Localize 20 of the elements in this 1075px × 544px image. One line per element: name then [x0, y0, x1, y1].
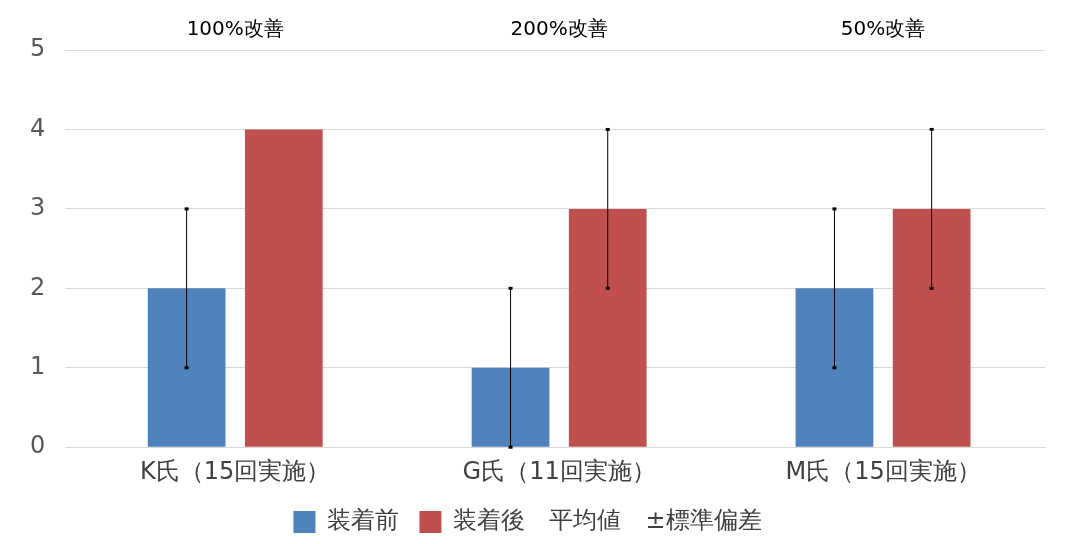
y-tick-label: 4 — [29, 113, 46, 142]
text: 200%改善 — [510, 16, 608, 41]
bar — [795, 288, 874, 447]
y-tick-label: 3 — [29, 193, 46, 222]
y-tick-label: 2 — [29, 272, 46, 301]
text: 50%改善 — [840, 16, 926, 41]
y-tick-label: 5 — [29, 34, 46, 63]
bar — [568, 208, 647, 447]
bar — [471, 367, 550, 447]
text: 100%改善 — [186, 16, 284, 41]
y-tick-label: 0 — [29, 431, 46, 460]
y-tick-label: 1 — [29, 351, 46, 380]
bar — [892, 208, 971, 447]
x-tick-label: K氏（15回実施） — [140, 456, 331, 485]
legend-label: 装着前 — [327, 506, 400, 535]
bar — [244, 129, 323, 447]
legend-label: 装着後 平均値 ±標準偏差 — [453, 506, 762, 535]
x-tick-label: M氏（15回実施） — [785, 456, 981, 485]
x-tick-label: G氏（11回実施） — [462, 456, 656, 485]
bar — [147, 288, 226, 447]
